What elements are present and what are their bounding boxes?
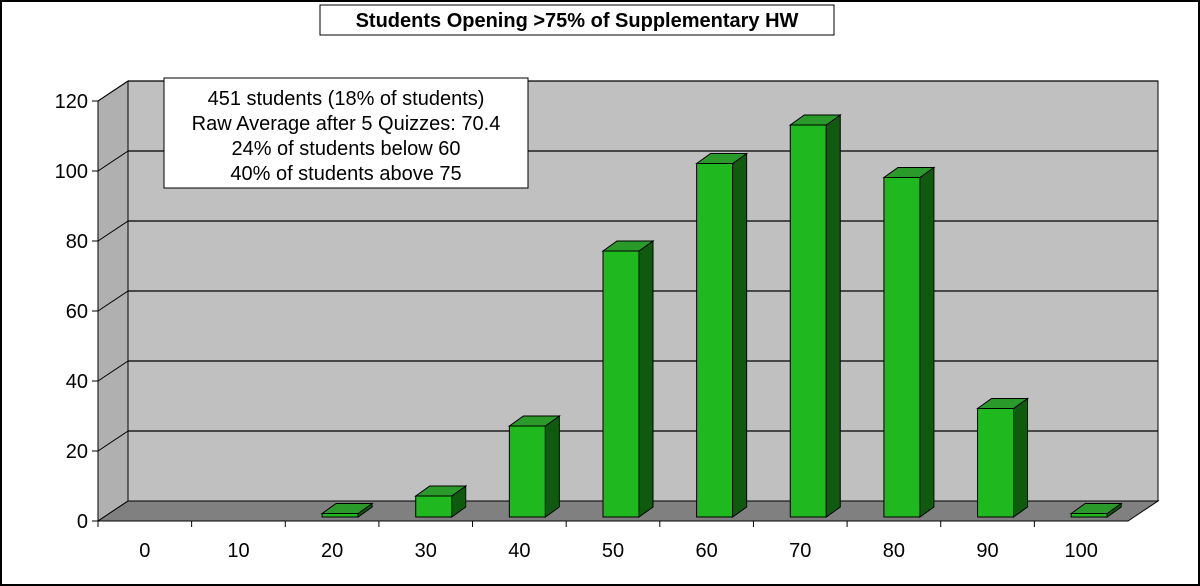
y-axis-ticks: 0 20 40 60 80 100 120	[55, 91, 99, 533]
bar-side	[825, 114, 841, 518]
bars	[320, 114, 1123, 518]
bar-side	[732, 152, 748, 518]
x-tick-label: 100	[1064, 540, 1097, 562]
bar-front	[883, 177, 921, 518]
bar-front	[977, 408, 1015, 518]
x-tick-label: 90	[976, 540, 998, 562]
x-tick-label: 0	[139, 540, 150, 562]
bar-front	[602, 250, 640, 518]
x-tick-label: 60	[696, 540, 718, 562]
bar	[882, 166, 936, 518]
bar-top	[975, 398, 1030, 409]
bar-top	[695, 153, 749, 164]
bar-side	[544, 415, 560, 518]
x-tick-label: 50	[602, 540, 624, 562]
bar-top	[320, 503, 374, 514]
gridline-side	[97, 430, 129, 452]
annotation-line-4: 40% of students above 75	[230, 163, 461, 185]
bar	[320, 502, 374, 518]
annotation-line-2: Raw Average after 5 Quizzes: 70.4	[192, 113, 501, 135]
gridline-side	[97, 220, 129, 242]
bar	[788, 114, 842, 518]
gridline-side	[97, 150, 129, 172]
y-tick-label: 100	[55, 161, 88, 183]
bar-side	[1013, 397, 1029, 518]
x-tick-label: 80	[883, 540, 905, 562]
gridline-side	[97, 290, 129, 312]
y-tick-label: 0	[77, 511, 88, 533]
x-tick-label: 40	[508, 540, 530, 562]
x-axis-ticks: 0 10 20 30 40 50 60 70 80 90 100	[97, 520, 1128, 562]
bar-top	[601, 240, 655, 252]
bar-front	[415, 495, 453, 518]
gridline-side	[97, 360, 129, 382]
annotation-line-3: 24% of students below 60	[231, 138, 460, 160]
x-tick-label: 20	[321, 540, 343, 562]
y-tick-label: 60	[66, 301, 88, 323]
bar-top	[788, 114, 842, 126]
x-tick-label: 10	[227, 540, 249, 562]
bar	[507, 415, 561, 518]
bar-front	[1070, 513, 1108, 518]
bar-side	[638, 240, 654, 518]
y-tick-label: 20	[66, 441, 88, 463]
gridline-side	[97, 80, 129, 102]
y-tick-label: 80	[66, 231, 88, 253]
y-tick-label: 40	[66, 371, 88, 393]
bar	[601, 240, 655, 518]
bar	[414, 485, 468, 518]
x-tick-label: 30	[415, 540, 437, 562]
annotation-box: 451 students (18% of students) Raw Avera…	[163, 77, 529, 189]
bar-side	[919, 166, 935, 518]
bar	[975, 397, 1030, 518]
annotation-line-1: 451 students (18% of students)	[208, 88, 485, 110]
bar	[1069, 502, 1123, 518]
bar-front	[789, 124, 827, 518]
bar-top	[882, 167, 936, 178]
x-tick-label: 70	[789, 540, 811, 562]
y-tick-label: 120	[55, 91, 88, 113]
bar	[695, 152, 749, 518]
bar-front	[321, 513, 359, 518]
bar-front	[696, 163, 734, 518]
bar-top	[507, 415, 561, 427]
bar-top	[414, 485, 468, 497]
bar-top	[1069, 503, 1123, 514]
bar-front	[508, 425, 546, 518]
chart-title-box: Students Opening >75% of Supplementary H…	[319, 4, 835, 36]
chart-title: Students Opening >75% of Supplementary H…	[356, 10, 799, 32]
